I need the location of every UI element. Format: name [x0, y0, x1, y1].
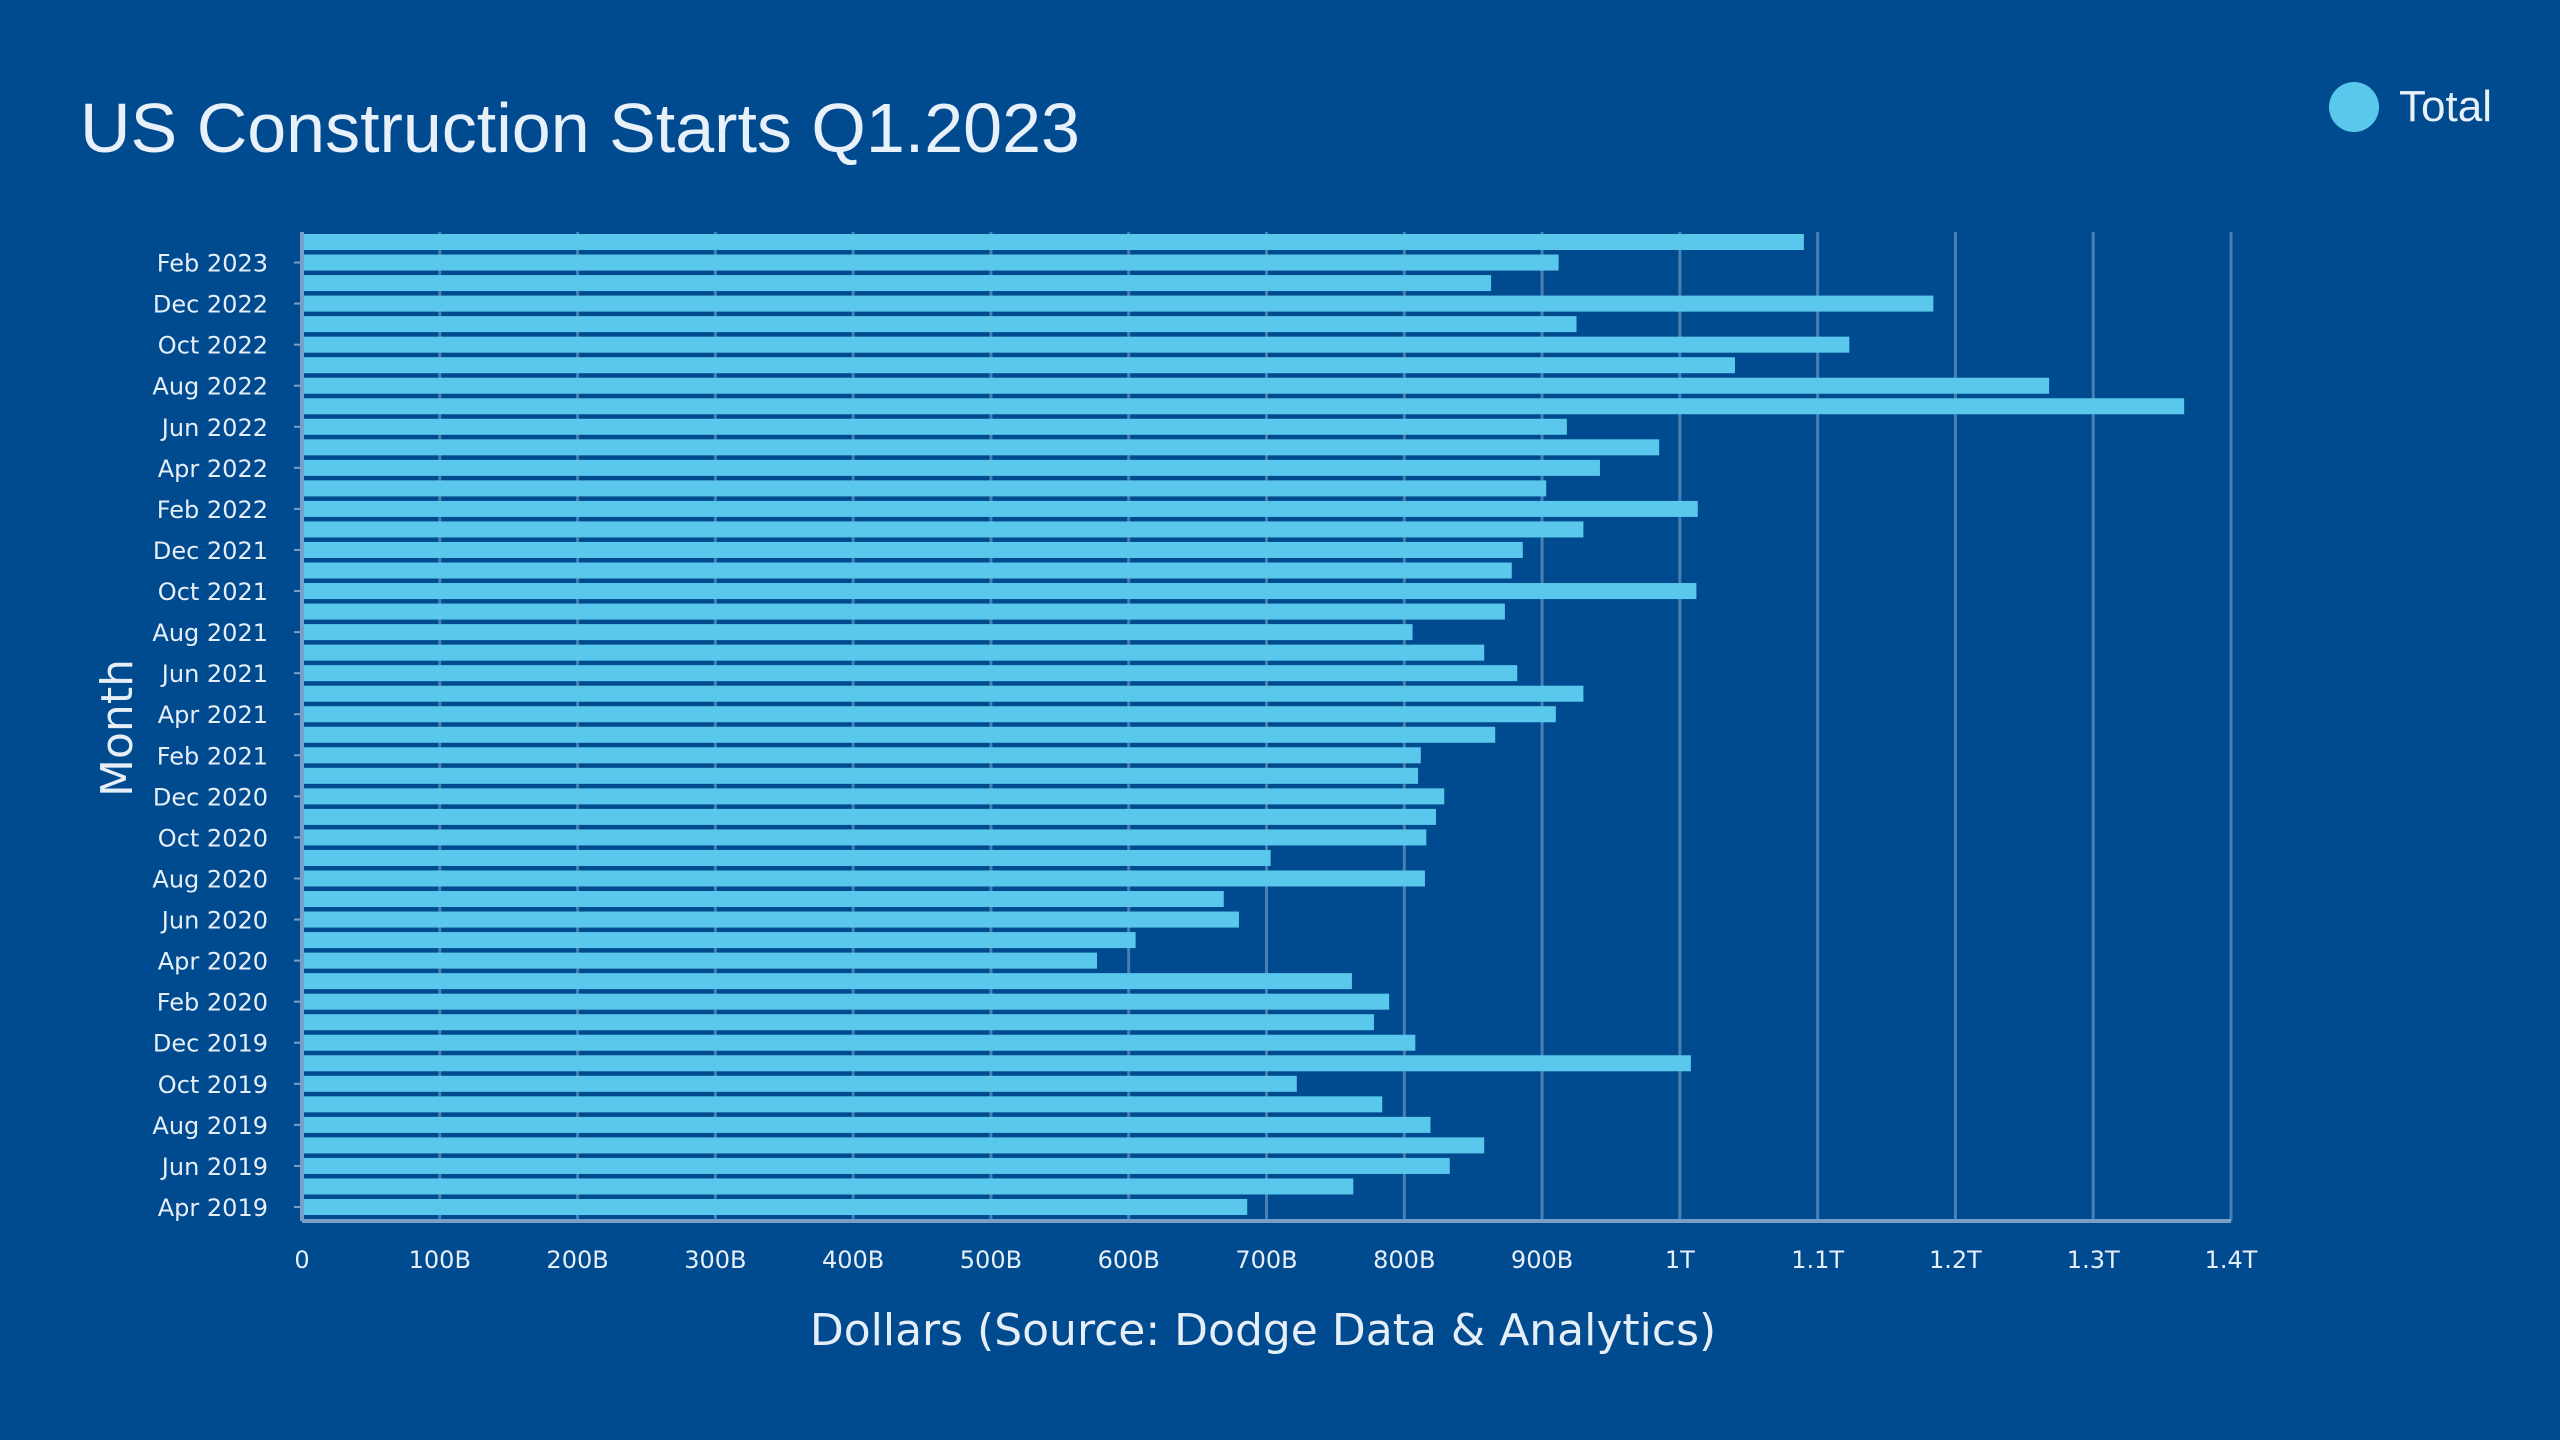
- x-tick-label: 400B: [822, 1246, 884, 1274]
- y-axis-title: Month: [92, 659, 143, 797]
- bar-aug-2020: [302, 870, 1425, 887]
- y-tick-label: Aug 2022: [152, 373, 268, 401]
- x-tick-label: 1.4T: [2205, 1246, 2258, 1274]
- legend-swatch-total: [2329, 82, 2380, 132]
- x-tick-label: 300B: [684, 1246, 746, 1274]
- x-tick-label: 0: [294, 1246, 309, 1274]
- x-tick-label: 1.3T: [2067, 1246, 2120, 1274]
- bar-apr-2019: [302, 1198, 1248, 1216]
- bar-aug-2021: [302, 624, 1413, 641]
- bar-dec-2020: [302, 788, 1445, 805]
- bar-mar-2020: [302, 973, 1352, 990]
- axes: [294, 232, 2231, 1223]
- x-tick-label: 1T: [1665, 1246, 1695, 1274]
- x-tick-label: 800B: [1373, 1246, 1435, 1274]
- bar-jan-2021: [302, 767, 1419, 784]
- bar-sep-2022: [302, 357, 1735, 374]
- bar-mar-2022: [302, 480, 1547, 497]
- y-tick-label: Apr 2020: [158, 948, 268, 976]
- bar-nov-2022: [302, 316, 1577, 333]
- y-tick-label: Aug 2020: [152, 865, 268, 893]
- y-tick-label: Aug 2019: [152, 1112, 268, 1140]
- bar-dec-2021: [302, 541, 1523, 558]
- y-tick-label: Oct 2020: [158, 824, 268, 852]
- y-tick-label: Apr 2021: [158, 701, 268, 729]
- bar-jun-2021: [302, 665, 1518, 682]
- bar-nov-2019: [302, 1055, 1691, 1072]
- bar-oct-2019: [302, 1075, 1297, 1092]
- bar-jan-2020: [302, 1014, 1374, 1031]
- bar-feb-2020: [302, 993, 1390, 1010]
- bar-may-2019: [302, 1178, 1354, 1195]
- bar-feb-2022: [302, 500, 1698, 517]
- bar-mar-2021: [302, 726, 1496, 743]
- bar-nov-2021: [302, 562, 1512, 579]
- y-tick-label: Oct 2022: [158, 332, 268, 360]
- bar-feb-2021: [302, 747, 1421, 764]
- bar-may-2021: [302, 685, 1584, 702]
- y-tick-label: Jun 2021: [160, 660, 268, 688]
- x-tick-label: 100B: [409, 1246, 471, 1274]
- bar-nov-2020: [302, 808, 1436, 825]
- y-tick-label: Feb 2021: [157, 742, 268, 770]
- bar-sep-2021: [302, 603, 1505, 620]
- bar-jan-2022: [302, 521, 1584, 538]
- bar-jun-2022: [302, 418, 1567, 435]
- x-tick-label: 200B: [546, 1246, 608, 1274]
- bar-apr-2022: [302, 459, 1600, 476]
- bar-oct-2021: [302, 583, 1697, 600]
- bars: [302, 233, 2185, 1216]
- bar-may-2022: [302, 439, 1660, 456]
- y-tick-label: Apr 2022: [158, 455, 268, 483]
- y-tick-label: Apr 2019: [158, 1194, 268, 1222]
- x-tick-label: 1.2T: [1929, 1246, 1982, 1274]
- y-tick-label: Jun 2020: [160, 907, 268, 935]
- y-tick-label: Dec 2020: [153, 783, 268, 811]
- y-tick-label: Feb 2022: [157, 496, 268, 524]
- legend: Total: [2329, 82, 2492, 132]
- bar-jan-2023: [302, 275, 1492, 292]
- bar-apr-2021: [302, 706, 1556, 723]
- bar-oct-2022: [302, 336, 1850, 353]
- y-tick-label: Dec 2021: [153, 537, 268, 565]
- bar-jun-2019: [302, 1157, 1450, 1174]
- y-tick-label: Dec 2019: [153, 1030, 268, 1058]
- bar-apr-2020: [302, 952, 1098, 969]
- bar-feb-2023: [302, 254, 1559, 271]
- bar-may-2020: [302, 932, 1136, 949]
- y-tick-label: Jun 2019: [160, 1153, 268, 1181]
- bar-mar-2023: [302, 233, 1804, 251]
- bar-jul-2020: [302, 891, 1224, 908]
- y-tick-label: Feb 2023: [157, 250, 268, 278]
- bar-aug-2019: [302, 1116, 1431, 1133]
- x-tick-label: 600B: [1098, 1246, 1160, 1274]
- bar-sep-2020: [302, 849, 1271, 866]
- bar-dec-2019: [302, 1034, 1416, 1051]
- x-tick-label: 1.1T: [1791, 1246, 1844, 1274]
- tick-labels: 0 100B 200B 300B 400B 500B 600B 700B 800B 900B 1T 1…: [152, 250, 2257, 1274]
- y-tick-label: Oct 2021: [158, 578, 268, 606]
- y-tick-label: Aug 2021: [152, 619, 268, 647]
- x-tick-label: 500B: [960, 1246, 1022, 1274]
- y-tick-label: Dec 2022: [153, 291, 268, 319]
- bar-jun-2020: [302, 911, 1239, 928]
- y-tick-label: Jun 2022: [160, 414, 268, 442]
- x-axis-title: Dollars (Source: Dodge Data & Analytics): [810, 1305, 1716, 1356]
- y-tick-label: Oct 2019: [158, 1071, 268, 1099]
- bar-sep-2019: [302, 1096, 1383, 1113]
- legend-label-total: Total: [2399, 82, 2492, 131]
- bar-aug-2022: [302, 377, 2050, 394]
- bar-jul-2022: [302, 398, 2185, 415]
- bar-dec-2022: [302, 295, 1934, 312]
- bar-jul-2021: [302, 644, 1485, 661]
- y-tick-label: Feb 2020: [157, 989, 268, 1017]
- bar-oct-2020: [302, 829, 1427, 846]
- bar-jul-2019: [302, 1137, 1485, 1154]
- x-tick-label: 700B: [1235, 1246, 1297, 1274]
- x-tick-label: 900B: [1511, 1246, 1573, 1274]
- chart-title: US Construction Starts Q1.2023: [80, 89, 1080, 167]
